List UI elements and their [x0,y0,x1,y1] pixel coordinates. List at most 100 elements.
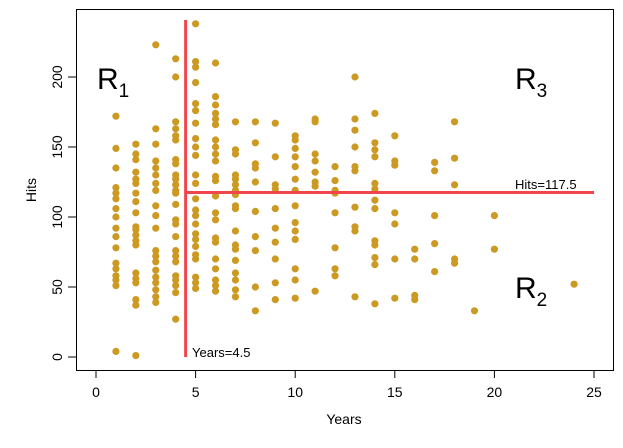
data-point [192,179,200,187]
data-point [331,265,339,273]
data-point [192,206,200,214]
data-point [132,269,140,277]
data-point [311,118,319,126]
data-point [152,186,160,194]
data-point [172,125,180,133]
data-point [192,143,200,151]
data-point [311,182,319,190]
data-point [172,233,180,241]
data-point [251,139,259,147]
data-point [132,198,140,206]
x-tick-label: 0 [92,384,100,400]
data-point [172,200,180,208]
data-point [450,259,459,267]
data-point [211,216,220,224]
data-point [431,167,439,175]
data-point [371,254,379,262]
data-point [211,59,220,67]
data-point [192,284,200,292]
data-point [192,230,200,238]
data-point [231,205,240,213]
data-point [172,118,180,126]
data-point [431,268,439,276]
data-point [231,286,240,294]
data-point [172,247,180,255]
data-point [291,235,299,243]
data-point [172,282,180,290]
x-axis-title: Years [326,411,361,427]
data-point [152,125,160,133]
data-point [132,168,140,176]
data-point [271,296,279,304]
data-point [291,227,299,235]
data-point [152,202,160,210]
data-point [112,195,120,203]
data-point [112,205,120,213]
data-point [192,235,200,243]
data-point [271,119,279,127]
data-point [132,279,140,287]
data-point [152,266,160,274]
data-point [211,121,220,129]
data-point [470,307,479,315]
data-point [211,101,220,109]
data-point [192,255,200,263]
data-point [152,212,160,220]
split-label-years: Years=4.5 [192,345,250,360]
data-point [192,151,200,159]
y-axis: 0 50 100 150 200 [49,65,76,361]
y-tick-label: 100 [49,205,65,229]
region-r3-sub: 3 [537,81,548,102]
data-point [231,181,240,189]
data-point [132,150,140,158]
data-point [291,294,299,302]
data-point [331,163,339,171]
region-r2-name: R [515,272,537,305]
data-point [351,293,359,301]
data-point [192,79,200,87]
data-point [351,115,359,123]
data-point [371,179,379,187]
region-r1-sub: 1 [119,81,130,102]
data-point [391,161,399,169]
data-point [291,136,299,144]
data-point [231,256,240,264]
y-tick-label: 50 [49,279,65,295]
data-point [112,276,120,284]
data-point [371,205,379,213]
data-point [211,276,220,284]
data-point [371,153,379,161]
data-point [172,160,180,168]
data-point [132,231,140,239]
data-point [331,209,339,217]
data-point [251,178,259,186]
data-point [112,259,120,267]
data-point [172,252,180,260]
data-point [411,296,419,304]
x-tick-label: 25 [586,384,602,400]
x-tick-label: 15 [387,384,403,400]
data-point [152,157,160,165]
data-point [112,233,120,241]
data-point [152,258,160,266]
data-point [132,296,140,304]
data-point [192,212,200,220]
data-point [211,255,220,263]
data-point [112,224,120,232]
data-point [371,146,379,154]
region-label-r1: R1 [97,63,129,102]
data-point [331,244,339,252]
data-point [251,118,259,126]
data-point [192,119,200,127]
data-point [391,294,399,302]
data-point [271,205,279,213]
data-point [231,150,240,158]
data-point [251,283,259,291]
data-point [172,315,180,323]
data-point [211,136,220,144]
data-point [211,115,220,123]
y-axis-title: Hits [23,178,39,202]
data-point [172,175,180,183]
data-point [132,352,140,360]
data-point [271,279,279,287]
